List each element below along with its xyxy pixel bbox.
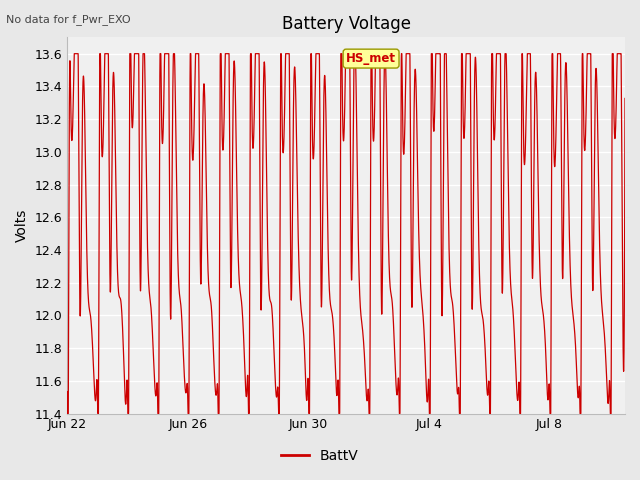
Text: HS_met: HS_met (346, 52, 396, 65)
Y-axis label: Volts: Volts (15, 209, 29, 242)
Text: No data for f_Pwr_EXO: No data for f_Pwr_EXO (6, 14, 131, 25)
Legend: BattV: BattV (276, 443, 364, 468)
Title: Battery Voltage: Battery Voltage (282, 15, 411, 33)
